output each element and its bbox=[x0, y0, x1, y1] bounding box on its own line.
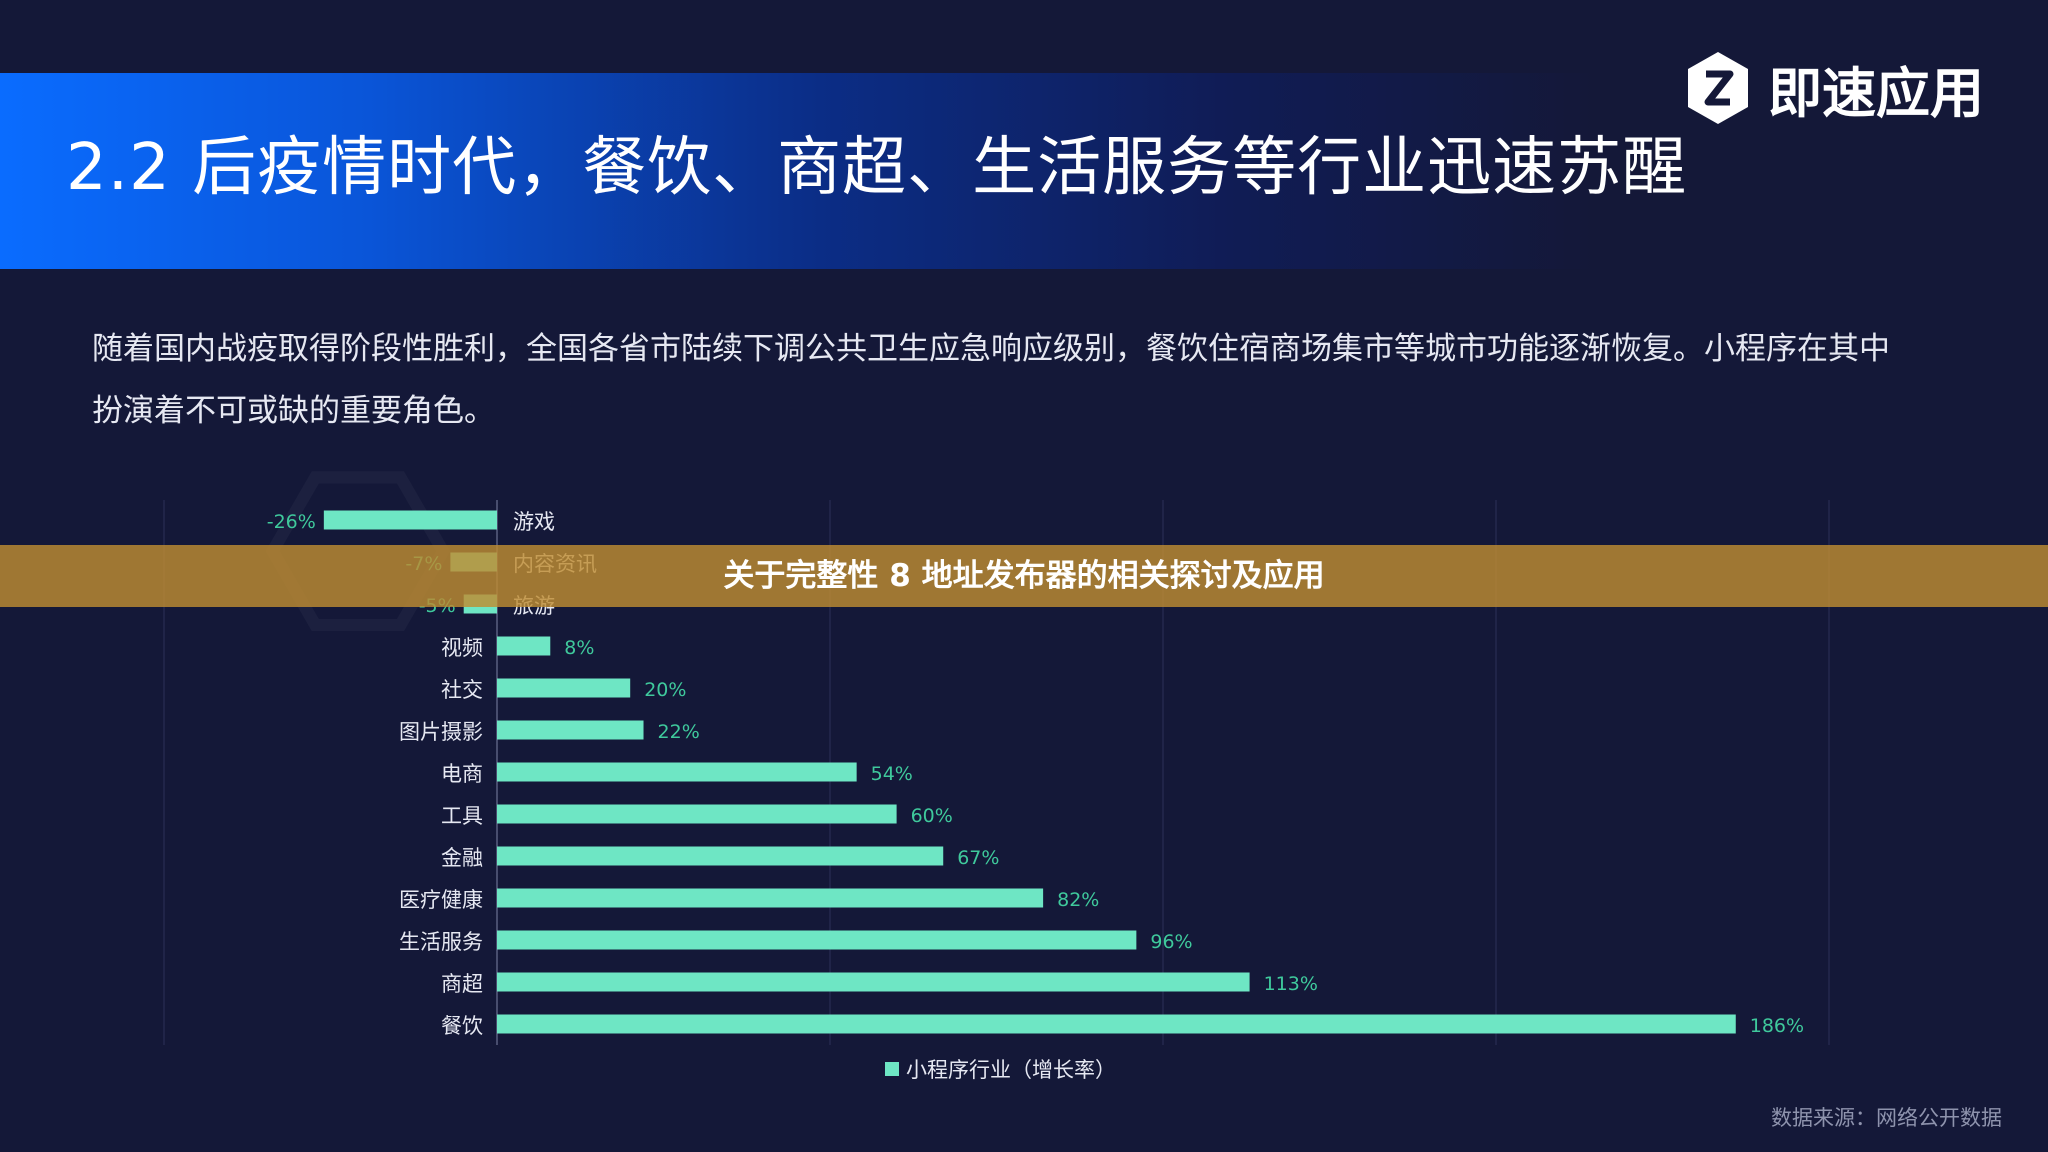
bar-7 bbox=[497, 804, 897, 824]
category-label: 金融 bbox=[441, 846, 483, 870]
logo: 即速应用 bbox=[1684, 50, 1984, 126]
category-label: 餐饮 bbox=[441, 1014, 483, 1038]
logo-text: 即速应用 bbox=[1768, 61, 1984, 125]
logo-icon bbox=[1688, 52, 1748, 124]
value-label: 82% bbox=[1057, 889, 1099, 911]
category-label: 工具 bbox=[441, 804, 483, 828]
category-label: 视频 bbox=[441, 636, 483, 660]
value-label: 60% bbox=[911, 805, 953, 827]
bar-11 bbox=[497, 972, 1250, 992]
bar-5 bbox=[497, 720, 644, 740]
category-label: 生活服务 bbox=[399, 930, 483, 954]
bar-9 bbox=[497, 888, 1044, 908]
legend-label: 小程序行业（增长率） bbox=[906, 1058, 1116, 1082]
value-label: 54% bbox=[871, 763, 913, 785]
category-label: 社交 bbox=[441, 678, 483, 702]
value-label: -26% bbox=[267, 511, 316, 533]
category-label: 商超 bbox=[441, 972, 483, 996]
value-label: 22% bbox=[658, 721, 700, 743]
overlay-banner: 关于完整性 8 地址发布器的相关探讨及应用 bbox=[0, 545, 2048, 607]
data-source: 数据来源：网络公开数据 bbox=[1771, 1106, 2002, 1130]
bar-0 bbox=[323, 510, 497, 530]
value-label: 186% bbox=[1750, 1015, 1804, 1037]
category-label: 图片摄影 bbox=[399, 720, 483, 744]
value-label: 8% bbox=[564, 637, 594, 659]
bar-12 bbox=[497, 1014, 1736, 1034]
bar-3 bbox=[497, 636, 551, 656]
bar-6 bbox=[497, 762, 857, 782]
overlay-banner-text: 关于完整性 8 地址发布器的相关探讨及应用 bbox=[723, 558, 1325, 594]
value-label: 20% bbox=[644, 679, 686, 701]
bar-10 bbox=[497, 930, 1137, 950]
category-label: 电商 bbox=[441, 762, 483, 786]
value-label: 113% bbox=[1264, 973, 1318, 995]
value-label: 67% bbox=[957, 847, 999, 869]
page-title: 2.2 后疫情时代，餐饮、商超、生活服务等行业迅速苏醒 bbox=[66, 131, 1688, 205]
category-label: 游戏 bbox=[513, 510, 555, 534]
intro-paragraph: 随着国内战疫取得阶段性胜利，全国各省市陆续下调公共卫生应急响应级别，餐饮住宿商场… bbox=[92, 331, 1890, 429]
bar-4 bbox=[497, 678, 631, 698]
legend-swatch bbox=[885, 1062, 899, 1076]
bar-8 bbox=[497, 846, 944, 866]
value-label: 96% bbox=[1150, 931, 1192, 953]
category-label: 医疗健康 bbox=[399, 888, 483, 912]
